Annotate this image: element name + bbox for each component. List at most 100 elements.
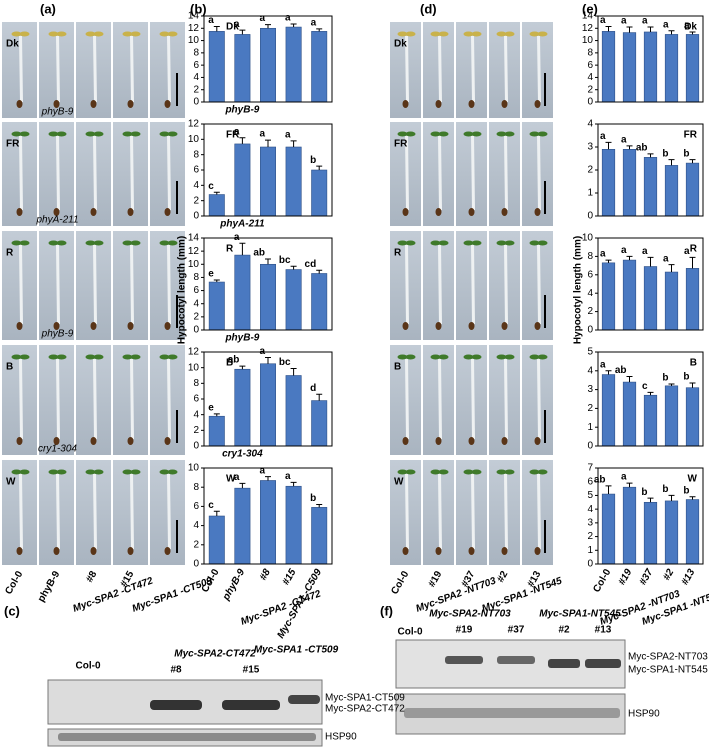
y-tick-label: 10 (188, 463, 200, 474)
x-tick-label: #13 (680, 567, 698, 587)
hypocotyl (56, 35, 60, 103)
blot-header: Myc-SPA2-CT472 (174, 649, 256, 660)
hypocotyl (167, 135, 171, 211)
bar (601, 374, 616, 447)
y-tick-label: 10 (188, 35, 200, 46)
seed (468, 100, 475, 108)
cotyledon (122, 354, 133, 360)
hypocotyl (537, 135, 541, 211)
y-tick-label: 8 (193, 378, 199, 389)
significance-letter: a (600, 249, 606, 260)
seed (164, 437, 171, 445)
cotyledon (496, 31, 507, 37)
hypocotyl (405, 35, 409, 103)
band-label: HSP90 (628, 709, 660, 720)
significance-letter: ab (594, 474, 606, 485)
cotyledon (471, 240, 482, 246)
cotyledon (167, 354, 178, 360)
bar (234, 254, 251, 331)
error-bar (316, 165, 323, 170)
bar (664, 500, 679, 565)
bar (664, 165, 679, 217)
error-bar (647, 153, 654, 158)
seed (435, 547, 442, 555)
cotyledon (397, 31, 408, 37)
axes-frame (597, 237, 704, 331)
x-tick-label: #2 (661, 567, 676, 583)
y-tick-label: 10 (188, 134, 200, 145)
band (404, 708, 620, 718)
axes-frame (203, 123, 333, 217)
cotyledon (438, 131, 449, 137)
significance-letter: a (621, 16, 627, 27)
cotyledon (463, 469, 474, 475)
condition-label: R (226, 244, 234, 255)
cotyledon (537, 240, 548, 246)
y-tick-label: 0 (587, 97, 593, 108)
hypocotyl (438, 35, 442, 103)
panel-label: (e) (582, 1, 598, 16)
significance-letter: a (663, 253, 669, 264)
bar (685, 34, 700, 103)
bar (260, 480, 276, 565)
bar (285, 26, 302, 103)
cotyledon (430, 240, 441, 246)
significance-letter: a (208, 15, 214, 26)
seed (127, 208, 134, 216)
error-bar (605, 370, 612, 375)
significance-letter: a (311, 18, 317, 29)
cotyledon (11, 31, 22, 37)
genotype-note: cry1-304 (222, 449, 263, 460)
significance-letter: b (662, 373, 668, 384)
cotyledon (56, 354, 67, 360)
lane-label: #37 (508, 625, 525, 636)
seed (90, 100, 97, 108)
cotyledon (430, 131, 441, 137)
seed (468, 322, 475, 330)
cotyledon (19, 354, 30, 360)
y-tick-label: 8 (193, 482, 199, 493)
seed (90, 437, 97, 445)
y-tick-label: 6 (193, 394, 199, 405)
error-bar (265, 476, 271, 481)
row-label: W (394, 477, 404, 488)
bar (208, 194, 225, 217)
significance-letter: c (208, 181, 214, 192)
bar (260, 363, 276, 447)
band-label: Myc-SPA1-CT509 (325, 693, 405, 704)
band (497, 656, 535, 664)
hypocotyl (537, 473, 541, 550)
seed (53, 547, 60, 555)
significance-letter: d (310, 383, 316, 394)
panel-label: (a) (40, 1, 56, 16)
error-bar (626, 375, 633, 383)
hypocotyl (537, 244, 541, 325)
cotyledon (167, 131, 178, 137)
genotype-note: phyB-9 (224, 333, 259, 344)
cotyledon (496, 131, 507, 137)
error-bar (265, 139, 271, 147)
significance-letter: a (285, 13, 291, 24)
cotyledon (130, 31, 141, 37)
hypocotyl (19, 135, 23, 211)
bar (643, 394, 658, 447)
seed (53, 437, 60, 445)
cotyledon (529, 131, 540, 137)
seed (534, 208, 541, 216)
seed (402, 100, 409, 108)
y-tick-label: 7 (587, 463, 593, 474)
hypocotyl (19, 473, 23, 550)
row-label: R (6, 248, 14, 259)
hypocotyl (167, 244, 171, 325)
significance-letter: c (642, 381, 648, 392)
cotyledon (397, 469, 408, 475)
bar (208, 31, 225, 103)
hypocotyl (130, 473, 134, 550)
cotyledon (93, 469, 104, 475)
panel-label: (c) (4, 603, 20, 618)
error-bar (689, 31, 696, 35)
hypocotyl (405, 358, 409, 440)
significance-letter: ab (615, 365, 627, 376)
cotyledon (56, 240, 67, 246)
y-tick-label: 4 (587, 72, 593, 83)
